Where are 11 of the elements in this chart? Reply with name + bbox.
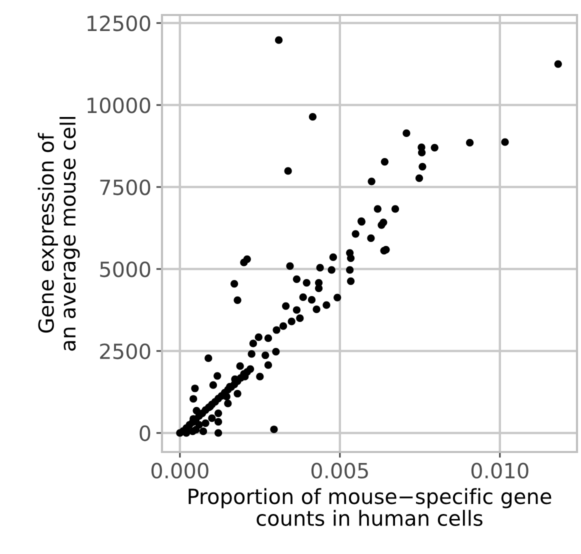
y-tick-label: 10000: [88, 97, 150, 114]
y-tick-label: 2500: [100, 343, 150, 360]
x-tick-label: 0.005: [311, 462, 368, 479]
y-tick-label: 12500: [88, 15, 150, 32]
x-tick-label: 0.000: [151, 462, 208, 479]
y-tick-label: 7500: [100, 179, 150, 196]
x-axis-title: Proportion of mouse−specific gene counts in human cells: [188, 488, 552, 526]
y-tick-label: 0: [140, 425, 150, 442]
x-tick-label: 0.010: [471, 462, 528, 479]
y-axis-title: Gene expression of an average mouse cell: [38, 117, 80, 351]
y-tick-label: 5000: [100, 261, 150, 278]
